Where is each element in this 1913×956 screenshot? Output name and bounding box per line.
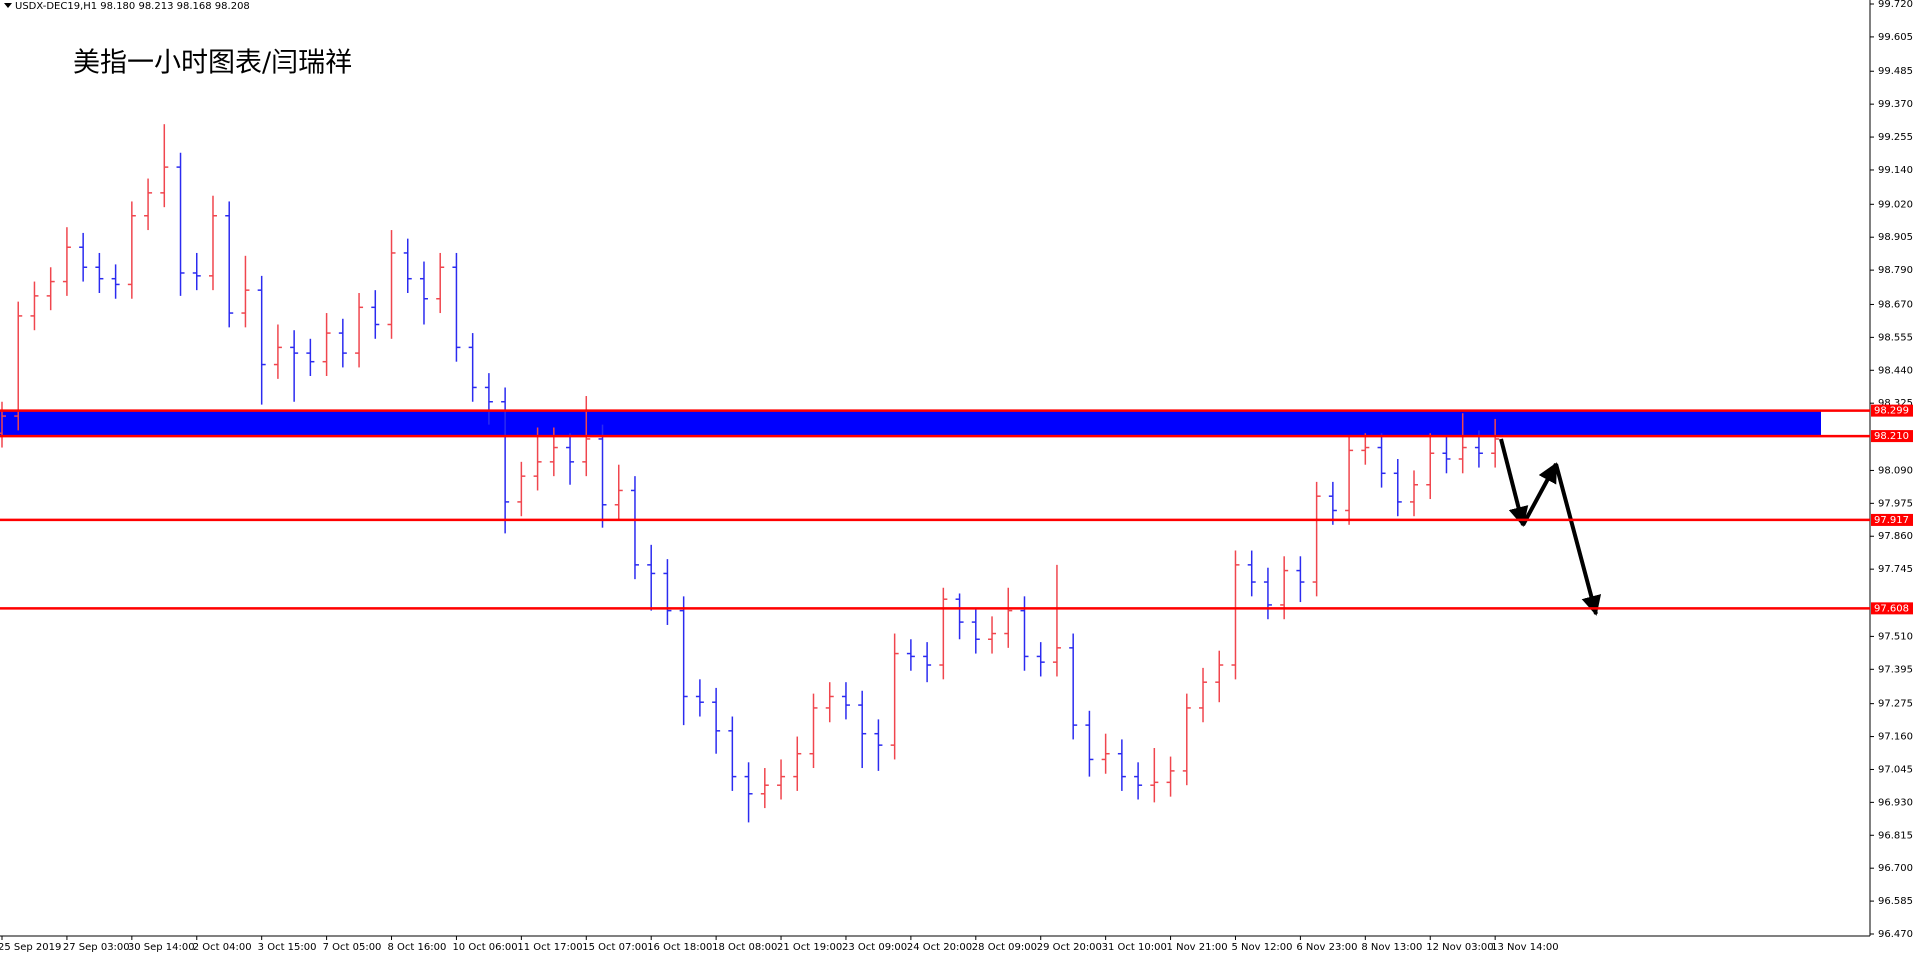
arrows [1499, 438, 1602, 616]
y-tick-label: 99.255 [1878, 132, 1913, 143]
x-tick-label: 24 Oct 20:00 [907, 942, 972, 953]
level-label: 98.210 [1874, 431, 1909, 442]
y-tick-label: 96.700 [1878, 863, 1913, 874]
chart-title: 美指一小时图表/闫瑞祥 [73, 48, 352, 79]
x-tick-label: 10 Oct 06:00 [452, 942, 517, 953]
y-tick-label: 98.790 [1878, 265, 1913, 276]
x-tick-label: 27 Sep 03:00 [63, 942, 130, 953]
arrow [1499, 438, 1529, 527]
y-tick-label: 98.090 [1878, 465, 1913, 476]
x-tick-label: 2 Oct 04:00 [193, 942, 252, 953]
y-tick-label: 97.160 [1878, 732, 1913, 743]
y-tick-label: 99.720 [1878, 0, 1913, 10]
y-tick-label: 98.555 [1878, 332, 1913, 343]
y-tick-label: 97.510 [1878, 631, 1913, 642]
x-tick-label: 25 Sep 2019 [0, 942, 61, 953]
y-tick-label: 98.670 [1878, 299, 1913, 310]
x-tick-label: 8 Oct 16:00 [388, 942, 447, 953]
y-tick-label: 99.020 [1878, 199, 1913, 210]
y-tick-label: 97.395 [1878, 664, 1913, 675]
x-tick-label: 21 Oct 19:00 [777, 942, 842, 953]
x-tick-label: 31 Oct 10:00 [1102, 942, 1167, 953]
x-tick-label: 1 Nov 21:00 [1167, 942, 1228, 953]
y-tick-label: 98.325 [1878, 398, 1913, 409]
level-tag [1871, 404, 1913, 417]
x-tick-label: 29 Oct 20:00 [1037, 942, 1102, 953]
y-tick-label: 97.045 [1878, 764, 1913, 775]
y-tick-label: 98.440 [1878, 365, 1913, 376]
y-tick-label: 99.485 [1878, 66, 1913, 77]
x-tick-label: 15 Oct 07:00 [582, 942, 647, 953]
y-tick-label: 97.860 [1878, 531, 1913, 542]
x-tick-label: 11 Oct 17:00 [517, 942, 582, 953]
x-tick-label: 7 Oct 05:00 [323, 942, 382, 953]
x-tick-label: 30 Sep 14:00 [128, 942, 195, 953]
x-tick-label: 13 Nov 14:00 [1491, 942, 1558, 953]
x-tick-label: 16 Oct 18:00 [647, 942, 712, 953]
y-tick-label: 99.140 [1878, 165, 1913, 176]
x-tick-label: 18 Oct 08:00 [712, 942, 777, 953]
y-tick-label: 96.815 [1878, 830, 1913, 841]
x-tick-label: 6 Nov 23:00 [1296, 942, 1357, 953]
y-tick-label: 96.585 [1878, 896, 1913, 907]
marks [0, 124, 1821, 823]
x-tick-label: 5 Nov 12:00 [1231, 942, 1292, 953]
level-label: 98.299 [1874, 406, 1909, 417]
arrow [1521, 462, 1558, 526]
y-tick-label: 97.745 [1878, 564, 1913, 575]
x-tick-label: 23 Oct 09:00 [842, 942, 907, 953]
chart-header: USDX-DEC19,H1 98.180 98.213 98.168 98.20… [15, 1, 250, 12]
y-tick-label: 98.905 [1878, 232, 1913, 243]
zone [0, 410, 1821, 437]
x-tick-label: 28 Oct 09:00 [972, 942, 1037, 953]
x-tick-label: 12 Nov 03:00 [1426, 942, 1493, 953]
y-tick-label: 96.930 [1878, 797, 1913, 808]
y-tick-label: 99.605 [1878, 32, 1913, 43]
y-tick-label: 99.370 [1878, 99, 1913, 110]
level-tag [1871, 430, 1913, 443]
x-tick-label: 8 Nov 13:00 [1361, 942, 1422, 953]
y-tick-label: 97.275 [1878, 699, 1913, 710]
level-label: 97.608 [1874, 603, 1909, 614]
x-tick-label: 3 Oct 15:00 [258, 942, 317, 953]
level-tag [1871, 513, 1913, 526]
menu-triangle[interactable] [4, 3, 12, 8]
level-label: 97.917 [1874, 515, 1909, 526]
y-tick-label: 97.975 [1878, 498, 1913, 509]
y-tick-label: 96.470 [1878, 929, 1913, 940]
level-tag [1871, 602, 1913, 615]
arrow [1554, 463, 1602, 616]
